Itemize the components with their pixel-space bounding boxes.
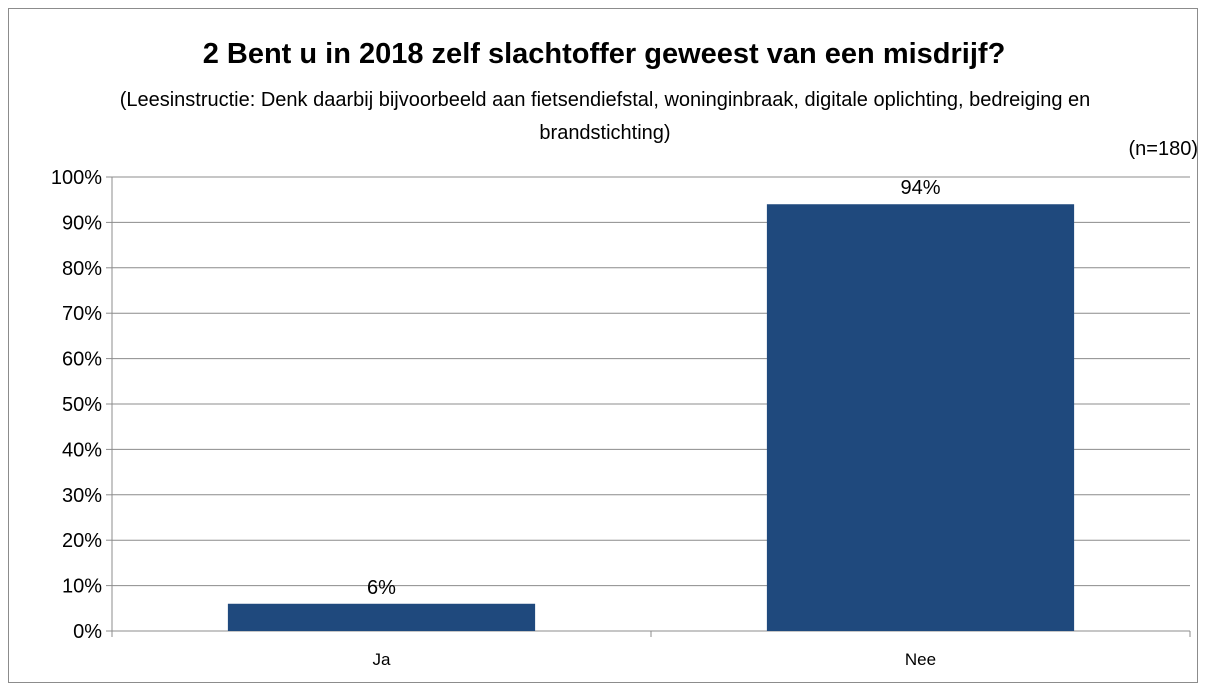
x-tick-label: Ja [373, 650, 392, 669]
sample-size-note: (n=180) [1128, 138, 1199, 160]
data-label: 6% [367, 577, 396, 599]
data-label: 94% [900, 177, 940, 199]
y-tick-label: 40% [62, 439, 102, 461]
chart-subtitle: (Leesinstructie: Denk daarbij bijvoorbee… [119, 89, 1091, 144]
y-tick-label: 60% [62, 349, 102, 371]
y-tick-label: 90% [62, 212, 102, 234]
y-tick-label: 80% [62, 258, 102, 280]
y-tick-label: 50% [62, 394, 102, 416]
chart-title: 2 Bent u in 2018 zelf slachtoffer gewees… [202, 38, 1006, 70]
y-tick-label: 100% [51, 167, 102, 189]
bar-ja [227, 603, 536, 631]
y-tick-label: 30% [62, 485, 102, 507]
y-tick-label: 20% [62, 530, 102, 552]
x-tick-label: Nee [905, 650, 936, 669]
bar-nee [766, 204, 1075, 632]
y-tick-label: 10% [62, 576, 102, 598]
y-tick-label: 0% [73, 621, 102, 643]
y-tick-label: 70% [62, 303, 102, 325]
